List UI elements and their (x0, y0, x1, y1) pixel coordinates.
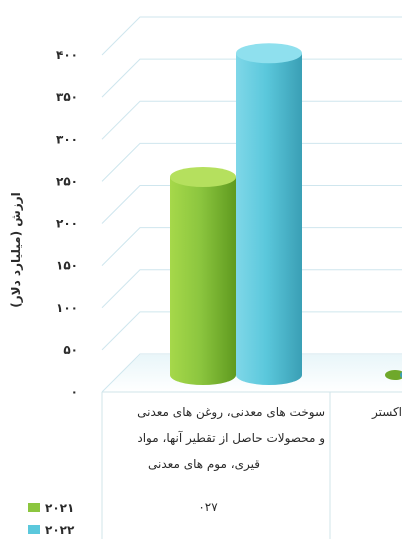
y-tick-label: ۳۵۰ (56, 90, 78, 104)
category-1-line-1: سوخت های معدنی، روغن های معدنی (137, 405, 325, 420)
bar-top (236, 43, 302, 64)
gridline (101, 100, 402, 140)
bar-۲۰۲۲-0 (236, 43, 302, 385)
gridlines (101, 16, 402, 393)
bar-body (236, 53, 302, 385)
gridline (101, 353, 402, 393)
y-tick-label: ۲۵۰ (56, 174, 78, 188)
y-tick-label: ۱۰۰ (56, 301, 78, 315)
gridline (101, 58, 402, 98)
category-label-1: سوخت های معدنی، روغن های معدنی و محصولات… (137, 405, 325, 514)
y-tick-label: ۳۰۰ (56, 132, 78, 146)
bar-body (170, 177, 236, 385)
gridline (101, 269, 402, 309)
y-tick-label: ۴۰۰ (56, 48, 78, 62)
legend-swatch-2022 (28, 525, 40, 534)
legend-label-2022: ۲۰۲۲ (45, 523, 75, 537)
bar-۲۰۲۱-1 (385, 370, 402, 380)
y-tick-label: ۱۵۰ (56, 259, 78, 273)
legend-swatch-2021 (28, 503, 40, 512)
gridline (101, 16, 402, 56)
legend: ۲۰۲۱ ۲۰۲۲ (28, 501, 75, 537)
bar-stub (385, 370, 402, 380)
category-1-line-2: و محصولات حاصل از تقطیر آنها، مواد (137, 430, 325, 446)
category-label-2: اکستر (371, 405, 402, 420)
category-1-line-3: قیری، موم های معدنی (148, 457, 260, 472)
y-axis-ticks: ۰ ۵۰ ۱۰۰ ۱۵۰ ۲۰۰ ۲۵۰ ۳۰۰ ۳۵۰ ۴۰۰ (56, 48, 78, 399)
category-2-line-1: اکستر (371, 405, 402, 420)
legend-label-2021: ۲۰۲۱ (45, 501, 74, 515)
bar-۲۰۲۱-0 (170, 167, 236, 385)
gridline (101, 142, 402, 182)
bars (170, 43, 402, 385)
gridline (101, 185, 402, 224)
y-tick-label: ۵۰ (63, 343, 78, 357)
bar-top (170, 167, 236, 187)
gridline (101, 227, 402, 266)
y-axis-label: ارزش (میلیارد دلار) (9, 192, 23, 308)
category-1-code: ۰۲۷ (198, 500, 218, 514)
gridline (101, 311, 402, 351)
y-tick-label: ۰ (71, 385, 78, 399)
y-tick-label: ۲۰۰ (56, 217, 78, 231)
